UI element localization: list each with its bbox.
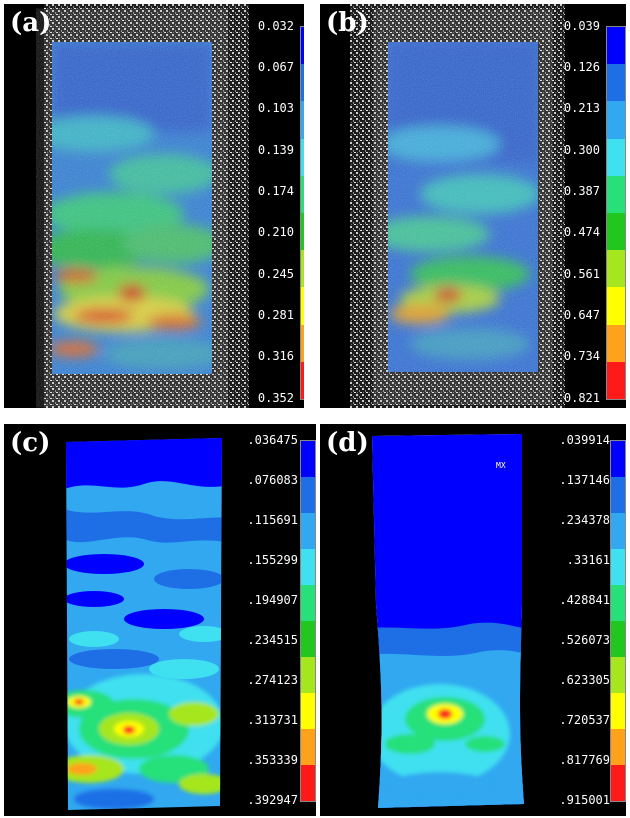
- panel-b-scale-value: 0.213: [563, 101, 600, 115]
- panel-d-scale-value: .234378: [559, 513, 610, 527]
- panel-c-label: (c): [10, 428, 51, 458]
- panel-d-scale-value: .817769: [559, 753, 610, 767]
- panel-a-scale-value: 0.245: [257, 267, 294, 281]
- panel-b-color-bar: [606, 26, 626, 400]
- panel-d-color-bar: [610, 440, 626, 802]
- panel-b-scale-value: 0.300: [563, 143, 600, 157]
- panel-a-scale-value: 0.103: [257, 101, 294, 115]
- panel-d-label: (d): [326, 428, 369, 458]
- panel-a-scale-value: 0.281: [257, 308, 294, 322]
- panel-d-contour: [372, 434, 524, 808]
- panel-b-scale-value: 0.474: [563, 225, 600, 239]
- panel-c-contour: [66, 438, 222, 810]
- panel-d-scale-value: .720537: [559, 713, 610, 727]
- panel-c-scale-value: .076083: [247, 473, 298, 487]
- panel-b-label: (b): [326, 8, 369, 38]
- panel-a-scale-value: 0.067: [257, 60, 294, 74]
- panel-a-scale-value: 0.316: [257, 349, 294, 363]
- panel-a-strain-field: [52, 42, 212, 374]
- panel-b-scale-value: 0.647: [563, 308, 600, 322]
- panel-b-scale-value: 0.821: [563, 391, 600, 405]
- panel-d-image: MX: [320, 424, 626, 816]
- panel-d-scale-labels: .039914 .137146 .234378 .33161 .428841 .…: [536, 434, 610, 806]
- panel-d-scale-value: .33161: [566, 553, 610, 567]
- panel-d-scale-value: .137146: [559, 473, 610, 487]
- panel-b-scale-value: 0.126: [563, 60, 600, 74]
- panel-c-scale-value: .392947: [247, 793, 298, 807]
- panel-a-scale-value: 0.210: [257, 225, 294, 239]
- panel-b: (b) 0.039 0.126 0.213 0.300 0.387 0.474 …: [320, 4, 626, 408]
- panel-d: MX (d) .039914 .137146 .234378 .33161 .4…: [320, 424, 626, 816]
- panel-a-label: (a): [10, 8, 52, 38]
- panel-a-color-bar: [300, 26, 304, 400]
- panel-c-scale-value: .313731: [247, 713, 298, 727]
- panel-c-scale-value: .036475: [247, 433, 298, 447]
- panel-c-scale-value: .194907: [247, 593, 298, 607]
- panel-a-image: [4, 4, 304, 408]
- panel-a-scale-value: 0.139: [257, 143, 294, 157]
- panel-d-scale-value: .428841: [559, 593, 610, 607]
- panel-d-scale-value: .623305: [559, 673, 610, 687]
- panel-c-scale-value: .155299: [247, 553, 298, 567]
- panel-a-scale-value: 0.174: [257, 184, 294, 198]
- panel-d-scale-value: .526073: [559, 633, 610, 647]
- panel-b-scale-value: 0.039: [563, 19, 600, 33]
- panel-d-mx-marker: MX: [496, 461, 506, 470]
- panel-b-scale-value: 0.387: [563, 184, 600, 198]
- panel-c-scale-value: .274123: [247, 673, 298, 687]
- panel-a-scale-value: 0.352: [257, 391, 294, 405]
- panel-b-scale-labels: 0.039 0.126 0.213 0.300 0.387 0.474 0.56…: [550, 20, 600, 404]
- panel-d-scale-value: .039914: [559, 433, 610, 447]
- panel-c-scale-value: .234515: [247, 633, 298, 647]
- panel-c-color-bar: [300, 440, 316, 802]
- panel-c-scale-value: .115691: [247, 513, 298, 527]
- panel-b-scale-value: 0.734: [563, 349, 600, 363]
- panel-c: (c) .036475 .076083 .115691 .155299 .194…: [4, 424, 316, 816]
- panel-a-scale-labels: 0.032 0.067 0.103 0.139 0.174 0.210 0.24…: [234, 20, 294, 404]
- panel-b-scale-value: 0.561: [563, 267, 600, 281]
- panel-b-strain-field: [388, 42, 538, 372]
- panel-c-scale-value: .353339: [247, 753, 298, 767]
- panel-c-image: [4, 424, 316, 816]
- panel-a-scale-value: 0.032: [257, 19, 294, 33]
- panel-c-scale-labels: .036475 .076083 .115691 .155299 .194907 …: [224, 434, 298, 806]
- panel-d-scale-value: .915001: [559, 793, 610, 807]
- panel-a: (a) 0.032 0.067 0.103 0.139 0.174 0.210 …: [4, 4, 304, 408]
- panel-b-image: [320, 4, 626, 408]
